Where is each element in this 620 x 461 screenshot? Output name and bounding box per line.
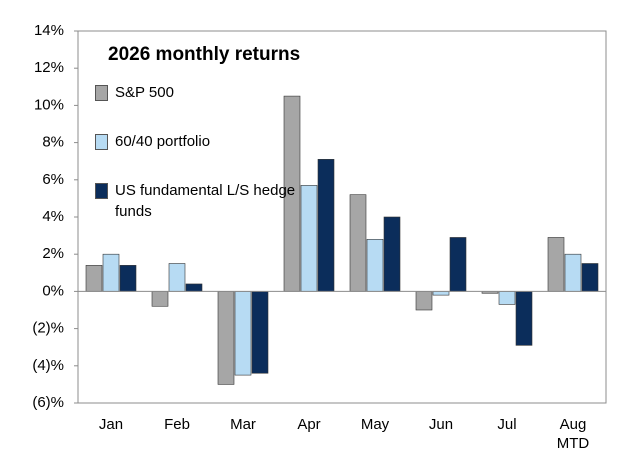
bar <box>119 265 137 292</box>
y-tick-label: 10% <box>34 96 64 113</box>
bar <box>217 291 235 385</box>
bar <box>366 239 384 292</box>
x-tick-label: Apr <box>297 416 321 433</box>
legend-swatch <box>95 134 108 150</box>
legend-swatch <box>95 183 108 199</box>
x-tick-label: Aug MTD <box>556 416 590 452</box>
bar <box>564 253 582 292</box>
bar <box>383 216 401 292</box>
bar <box>251 291 269 374</box>
bar <box>498 291 516 305</box>
y-tick-label: 2% <box>42 245 64 262</box>
y-tick-label: 14% <box>34 22 64 39</box>
bar <box>432 291 450 296</box>
bar <box>547 237 565 292</box>
y-tick-label: 4% <box>42 208 64 225</box>
bar <box>415 291 433 311</box>
bar <box>349 194 367 292</box>
legend-label: US fundamental L/S hedge funds <box>115 182 296 220</box>
bar <box>151 291 169 307</box>
y-tick-label: (2)% <box>32 320 64 337</box>
x-tick-label: Jul <box>497 416 517 433</box>
x-tick-label: May <box>360 416 390 433</box>
y-tick-label: (6)% <box>32 394 64 411</box>
bar <box>185 283 203 292</box>
legend-label: 60/40 portfolio <box>115 133 211 150</box>
bar <box>581 263 599 292</box>
bar <box>85 265 103 292</box>
legend-swatch <box>95 85 108 101</box>
y-tick-label: (4)% <box>32 357 64 374</box>
x-tick-label: Jun <box>428 416 454 433</box>
bar <box>515 291 533 346</box>
y-tick-label: 0% <box>42 282 64 299</box>
x-tick-label: Mar <box>230 416 256 433</box>
bar <box>234 291 252 376</box>
y-tick-label: 6% <box>42 171 64 188</box>
bar <box>168 263 186 292</box>
x-tick-label: Feb <box>164 416 190 433</box>
bar <box>449 237 467 292</box>
bar <box>102 253 120 292</box>
legend-label: S&P 500 <box>115 84 174 101</box>
y-tick-label: 12% <box>34 59 64 76</box>
y-tick-label: 8% <box>42 134 64 151</box>
bar <box>317 159 335 292</box>
chart-title: 2026 monthly returns <box>108 44 301 65</box>
x-tick-label: Jan <box>98 416 124 433</box>
